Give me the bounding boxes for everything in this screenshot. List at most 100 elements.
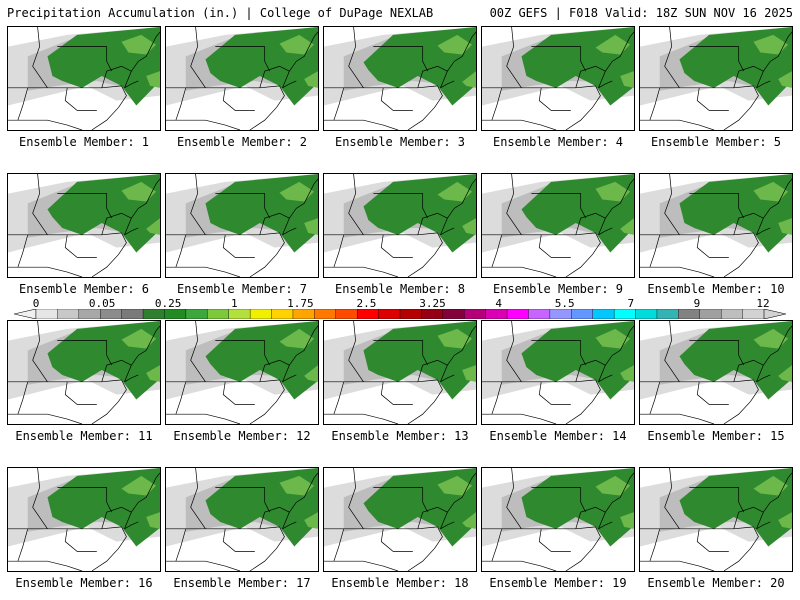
colorbar-swatch — [35, 309, 59, 319]
member-label: Ensemble Member: 15 — [647, 429, 785, 443]
precip-light-green — [121, 475, 157, 496]
member-panel — [639, 320, 793, 425]
colorbar-swatch — [399, 309, 423, 319]
member-map — [324, 321, 476, 424]
precip-light-green-2 — [462, 71, 476, 88]
colorbar-swatch — [442, 309, 465, 319]
colorbar-tick-label: 2.5 — [356, 297, 377, 310]
member-map — [8, 321, 160, 424]
member-map — [324, 27, 476, 130]
precip-light-green — [279, 181, 315, 202]
member-map — [166, 468, 318, 571]
member-map — [8, 27, 160, 130]
map-boundaries — [324, 174, 476, 277]
colorbar-swatch — [613, 309, 637, 319]
member-map — [640, 27, 792, 130]
precip-light-green — [753, 475, 789, 496]
member-map — [640, 468, 792, 571]
member-label: Ensemble Member: 7 — [176, 282, 308, 296]
member-map — [482, 27, 634, 130]
member-panel — [7, 173, 161, 278]
colorbar-swatch — [100, 309, 123, 319]
colorbar-swatch — [142, 309, 166, 319]
colorbar-swatch — [528, 309, 551, 319]
member-panel — [481, 173, 635, 278]
precip-light-green — [753, 181, 789, 202]
precip-light-green-2 — [304, 512, 318, 529]
colorbar-swatch — [228, 309, 251, 319]
member-label: Ensemble Member: 1 — [18, 135, 150, 149]
member-map — [640, 174, 792, 277]
precip-light-green-2 — [778, 365, 792, 382]
precip-light-green-2 — [304, 365, 318, 382]
colorbar-swatch — [699, 309, 722, 319]
colorbar-tick-label: 3.25 — [419, 297, 446, 310]
member-label: Ensemble Member: 10 — [647, 282, 785, 296]
precip-light-green — [595, 475, 631, 496]
member-map — [166, 174, 318, 277]
member-map — [482, 468, 634, 571]
map-boundaries — [482, 174, 634, 277]
precip-light-green — [437, 181, 473, 202]
colorbar-swatch — [485, 309, 508, 319]
member-panel — [639, 26, 793, 131]
map-boundaries — [640, 321, 792, 424]
colorbar-tick-label: 0.05 — [88, 297, 116, 310]
colorbar-tick-label: 0 — [32, 297, 40, 310]
colorbar-swatch — [421, 309, 444, 319]
colorbar-swatch — [164, 309, 187, 319]
member-map — [324, 468, 476, 571]
member-panel — [481, 26, 635, 131]
precip-light-green-2 — [462, 365, 476, 382]
member-label: Ensemble Member: 6 — [18, 282, 150, 296]
colorbar-swatch — [678, 309, 701, 319]
member-panel — [639, 173, 793, 278]
precip-light-green-2 — [778, 71, 792, 88]
colorbar-tick-label: 1.75 — [287, 297, 314, 310]
precip-light-green-2 — [146, 365, 160, 382]
member-label: Ensemble Member: 19 — [489, 576, 627, 590]
member-map — [8, 468, 160, 571]
member-label: Ensemble Member: 18 — [331, 576, 469, 590]
member-panel — [165, 467, 319, 572]
colorbar-tick-label: 0.25 — [154, 297, 182, 310]
colorbar-tick-label: 9 — [693, 297, 701, 310]
colorbar-tick-label: 1 — [230, 297, 238, 310]
member-map — [640, 321, 792, 424]
precip-light-green — [753, 328, 789, 349]
colorbar-swatch — [185, 309, 208, 319]
precip-light-green — [595, 34, 631, 55]
member-panel — [323, 467, 477, 572]
member-label: Ensemble Member: 14 — [489, 429, 627, 443]
precip-light-green-2 — [146, 512, 160, 529]
map-boundaries — [640, 468, 792, 571]
colorbar-swatch — [506, 309, 530, 319]
member-label: Ensemble Member: 13 — [331, 429, 469, 443]
map-boundaries — [324, 321, 476, 424]
member-label: Ensemble Member: 12 — [173, 429, 311, 443]
member-map — [166, 321, 318, 424]
member-map — [166, 27, 318, 130]
member-panel — [323, 320, 477, 425]
colorbar-swatch — [121, 309, 144, 319]
colorbar-swatch — [249, 309, 273, 319]
precip-light-green-2 — [304, 218, 318, 235]
colorbar-swatch — [549, 309, 572, 319]
colorbar-swatch — [356, 309, 380, 319]
member-map — [324, 174, 476, 277]
precip-light-green — [279, 328, 315, 349]
precip-light-green-2 — [778, 512, 792, 529]
colorbar-tick-label: 7 — [627, 297, 635, 310]
colorbar-tick-label: 12 — [756, 297, 770, 310]
colorbar-swatch — [464, 309, 487, 319]
colorbar-tick-label: 5.5 — [554, 297, 575, 310]
member-panel — [7, 320, 161, 425]
precip-light-green-2 — [146, 71, 160, 88]
member-label: Ensemble Member: 4 — [492, 135, 624, 149]
colorbar-tick-label: 4 — [495, 297, 502, 310]
member-label: Ensemble Member: 20 — [647, 576, 785, 590]
precip-light-green — [279, 34, 315, 55]
colorbar-swatch — [571, 309, 594, 319]
map-boundaries — [8, 27, 160, 130]
precip-light-green — [121, 181, 157, 202]
